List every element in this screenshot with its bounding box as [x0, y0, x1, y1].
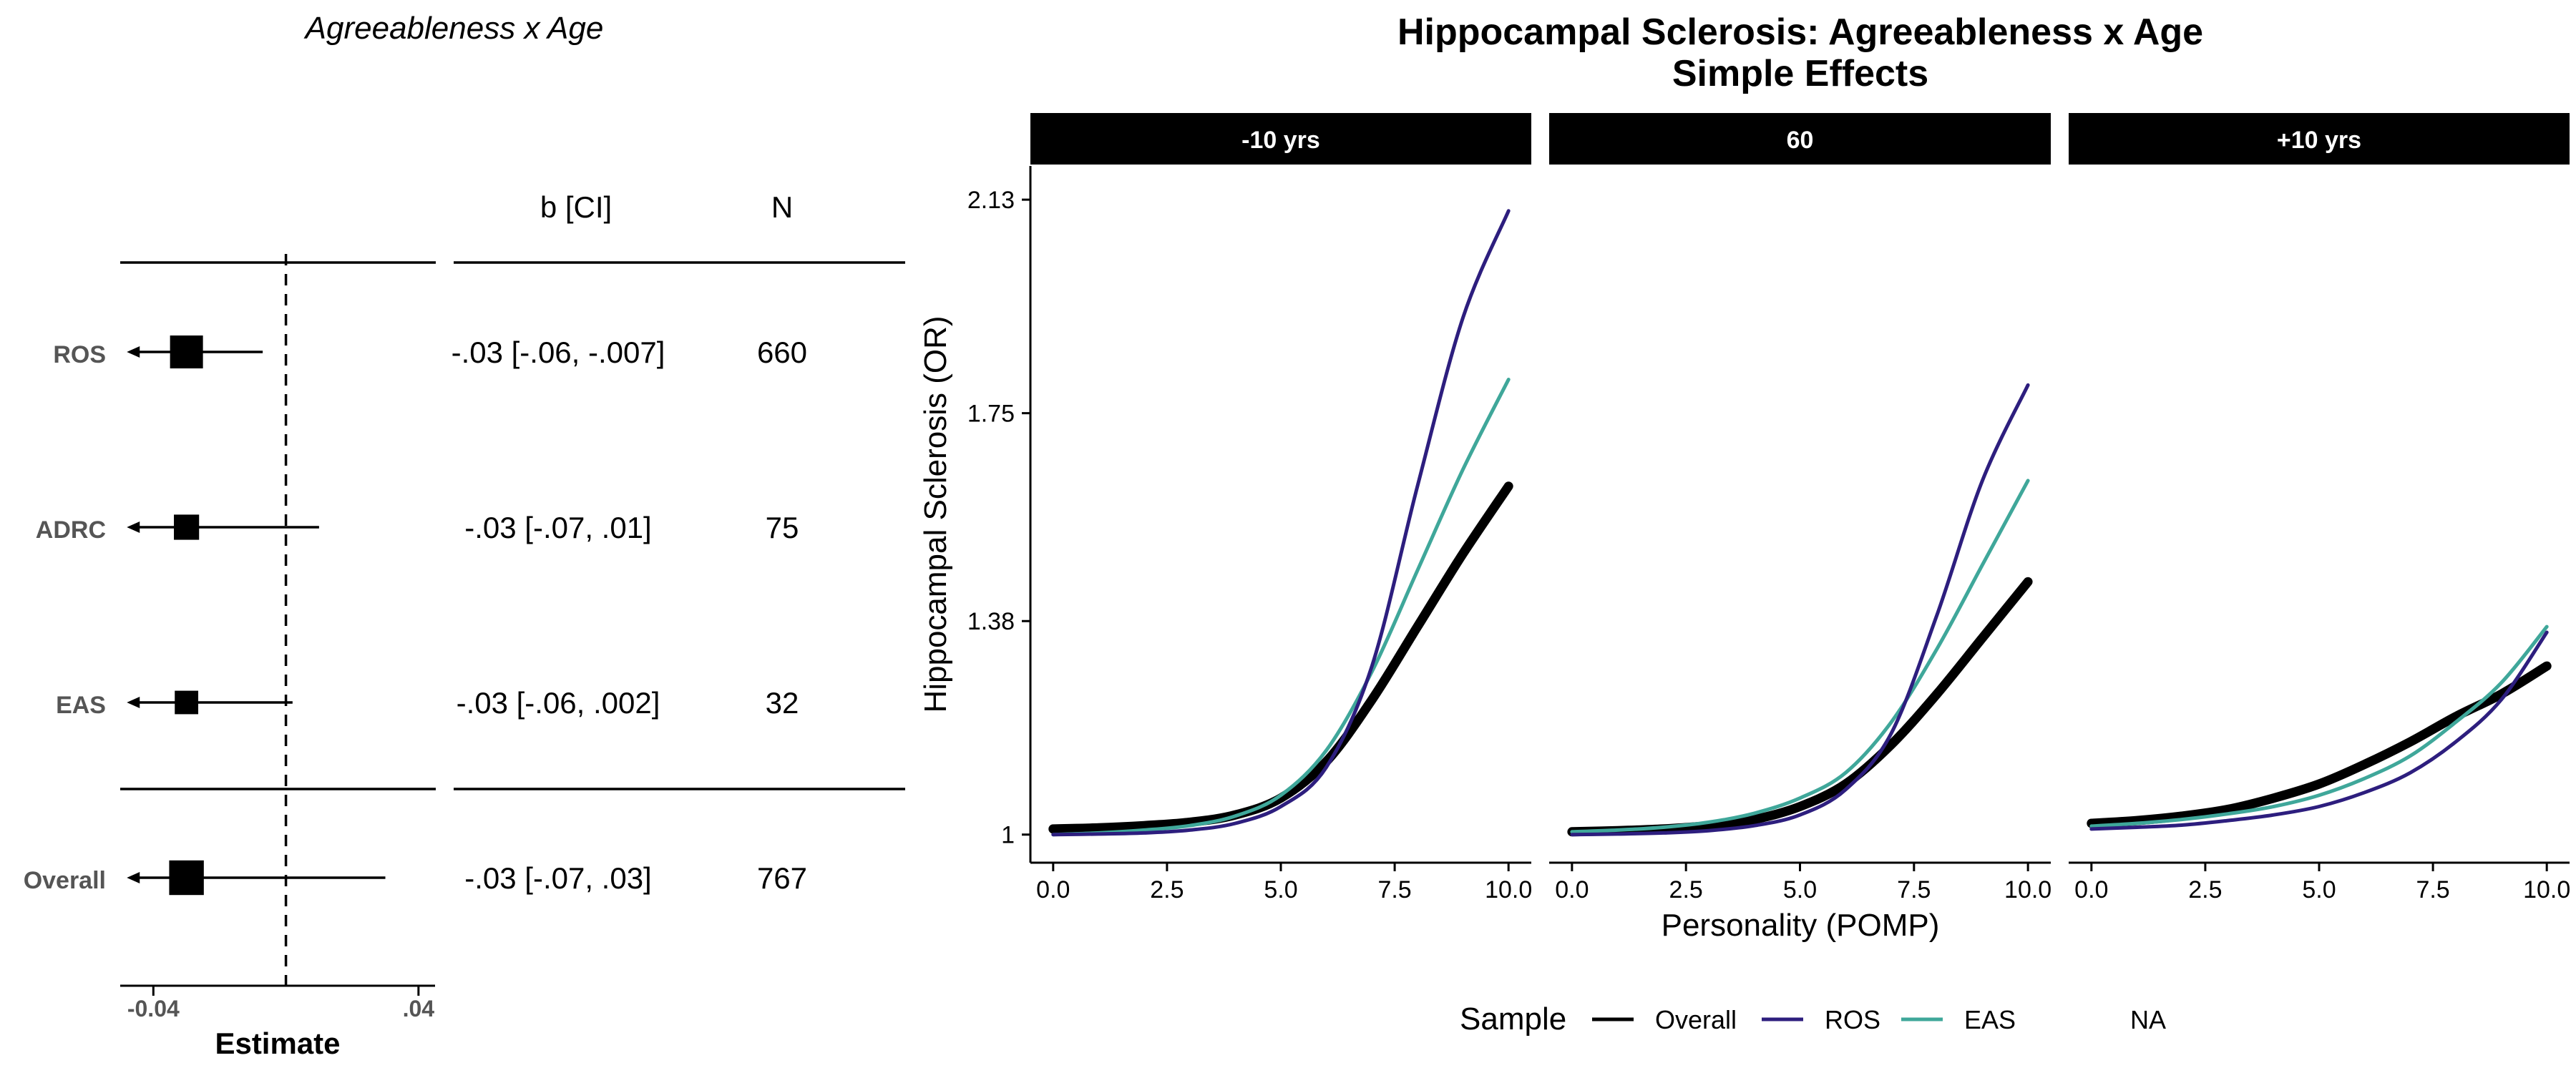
forest-title: Agreeableness x Age [303, 11, 604, 46]
x-tick-label: 5.0 [1264, 876, 1297, 903]
estimate-point [169, 860, 204, 896]
series-line-ros [1051, 209, 1511, 837]
x-tick-label: 5.0 [1783, 876, 1817, 903]
forest-tick-label: .04 [403, 996, 435, 1021]
x-tick-label: 7.5 [2416, 876, 2449, 903]
series-line-eas [1570, 479, 2030, 834]
y-tick-label: 1 [1001, 822, 1015, 849]
chart-title: Hippocampal Sclerosis: Agreeableness x A… [1397, 11, 2203, 53]
facet-strip-label: -10 yrs [1241, 127, 1320, 154]
forest-x-ticks: -0.04 .04 [127, 986, 434, 1021]
series-line-ros [2089, 630, 2549, 831]
ci-truncation-arrow [127, 872, 140, 883]
n-value: 75 [766, 511, 799, 544]
series-line-ros [1570, 383, 2030, 837]
x-tick-label: 2.5 [1150, 876, 1184, 903]
ci-truncation-arrow [127, 697, 140, 708]
x-tick-label: 10.0 [1485, 876, 1532, 903]
legend-label: Overall [1655, 1005, 1737, 1034]
x-axis-title: Personality (POMP) [1662, 908, 1940, 943]
x-tick-label: 2.5 [1669, 876, 1703, 903]
estimate-point [175, 690, 199, 715]
n-value: 32 [766, 686, 799, 720]
ci-text: -.03 [-.06, -.007] [452, 335, 665, 369]
study-label: Overall [24, 867, 106, 894]
x-tick-label: 5.0 [2302, 876, 2336, 903]
x-tick-label: 0.0 [1555, 876, 1589, 903]
line-panels-chart: Hippocampal Sclerosis: Agreeableness x A… [918, 11, 2570, 1037]
ci-truncation-arrow [127, 521, 140, 533]
forest-rows: ROS -.03 [-.06, -.007] 660 ADRC -.03 [-.07, … [24, 335, 807, 896]
legend-items: Overall ROS EAS NA [1592, 1005, 2166, 1034]
legend-item: Overall [1592, 1005, 1737, 1034]
legend: Sample Overall ROS EAS NA [1460, 1001, 2166, 1037]
study-label: ROS [53, 341, 106, 368]
forest-row: ROS -.03 [-.06, -.007] 660 [53, 335, 807, 369]
x-tick-label: 7.5 [1897, 876, 1931, 903]
facet-panel: 60 0.0 2.5 5.0 7.5 10.0 [1549, 113, 2051, 903]
chart-subtitle: Simple Effects [1672, 53, 1928, 94]
forest-tick-label: -0.04 [127, 996, 180, 1021]
ci-text: -.03 [-.07, .01] [464, 511, 651, 544]
facet-strip-label: 60 [1787, 127, 1814, 154]
study-label: EAS [56, 692, 106, 719]
y-axis-title: Hippocampal Sclerosis (OR) [918, 315, 953, 712]
x-tick-label: 0.0 [2074, 876, 2108, 903]
x-tick-label: 7.5 [1377, 876, 1411, 903]
ci-truncation-arrow [127, 346, 140, 358]
facet-panels: -10 yrs 0.0 2.5 5.0 7.5 10.0 60 0.0 2.5 5.0 7.5 10.… [1030, 113, 2570, 903]
y-axis-ticks: 1 1.38 1.75 2.13 [967, 187, 1030, 849]
ci-text: -.03 [-.06, .002] [457, 686, 660, 720]
n-column-header: N [771, 190, 793, 224]
facet-panel: +10 yrs 0.0 2.5 5.0 7.5 10.0 [2069, 113, 2570, 903]
forest-row: EAS -.03 [-.06, .002] 32 [56, 686, 799, 720]
facet-strip [1549, 113, 2051, 165]
forest-row: Overall -.03 [-.07, .03] 767 [24, 860, 807, 896]
forest-x-axis-title: Estimate [215, 1027, 340, 1060]
ci-column-header: b [CI] [540, 190, 612, 224]
y-tick-label: 1.75 [967, 401, 1015, 428]
n-value: 660 [757, 335, 807, 369]
y-tick-label: 1.38 [967, 608, 1015, 635]
legend-item: NA [2130, 1005, 2166, 1034]
series-line-eas [1051, 378, 1511, 837]
legend-label: ROS [1825, 1005, 1880, 1034]
legend-title: Sample [1460, 1001, 1566, 1037]
n-value: 767 [757, 861, 807, 895]
series-line-eas [2089, 624, 2549, 828]
facet-strip [1030, 113, 1531, 165]
forest-row: ADRC -.03 [-.07, .01] 75 [36, 511, 799, 544]
legend-label: NA [2130, 1005, 2166, 1034]
legend-item: EAS [1901, 1005, 2016, 1034]
y-tick-label: 2.13 [967, 187, 1015, 214]
x-tick-label: 0.0 [1036, 876, 1070, 903]
legend-item: ROS [1762, 1005, 1880, 1034]
estimate-point [170, 335, 203, 368]
series-line-overall [1048, 481, 1513, 834]
estimate-point [174, 514, 200, 540]
legend-label: EAS [1964, 1005, 2016, 1034]
facet-strip-label: +10 yrs [2277, 127, 2361, 154]
x-tick-label: 10.0 [2004, 876, 2051, 903]
x-tick-label: 10.0 [2523, 876, 2570, 903]
forest-plot: Agreeableness x Age b [CI] N ROS -.03 [-.… [24, 11, 905, 1060]
study-label: ADRC [36, 516, 106, 544]
x-tick-label: 2.5 [2188, 876, 2222, 903]
facet-panel: -10 yrs 0.0 2.5 5.0 7.5 10.0 [1030, 113, 1532, 903]
ci-text: -.03 [-.07, .03] [464, 861, 651, 895]
facet-strip [2069, 113, 2570, 165]
